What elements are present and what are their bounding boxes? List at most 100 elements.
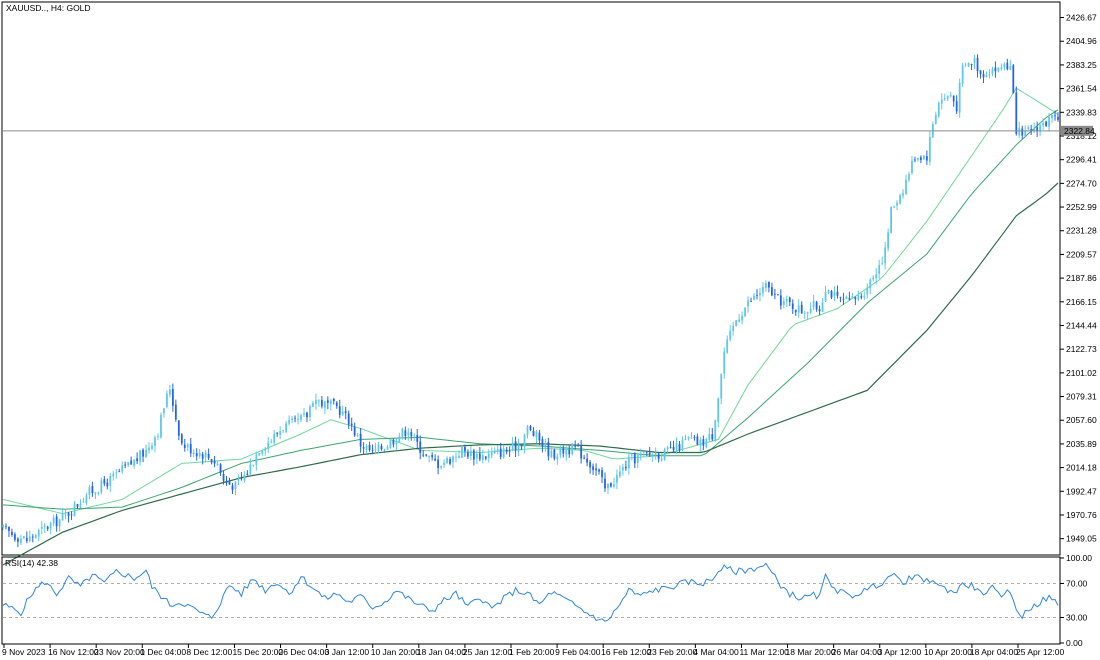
candle-body (55, 516, 58, 527)
price-tick-label: 2122.73 (1066, 344, 1097, 354)
candle-body (434, 458, 437, 461)
rsi-indicator-pane[interactable]: RSI(14) 42.38 100.00 70.00 30.00 0.00 (1, 553, 1092, 648)
candle-body (922, 155, 925, 160)
candle-body (127, 461, 130, 466)
candle-body (496, 449, 499, 452)
candle-body (559, 446, 562, 455)
candle-body (300, 415, 302, 420)
candle-body (28, 536, 31, 541)
candle-body (106, 482, 109, 487)
candle-body (410, 432, 413, 437)
candle-body (589, 461, 592, 468)
candle-body (633, 453, 636, 464)
candle-body (529, 426, 532, 430)
candle-body (866, 288, 869, 295)
candle-body (824, 292, 827, 302)
candle-body (40, 526, 43, 529)
candle-body (562, 448, 565, 454)
candle-body (532, 430, 535, 436)
candle-body (705, 439, 708, 448)
candle-body (490, 452, 493, 456)
candle-body (988, 74, 991, 76)
candle-body (416, 435, 419, 442)
candle-body (860, 296, 863, 298)
candle-body (669, 447, 672, 449)
candle-body (288, 419, 291, 424)
rsi-tick-label: 100.00 (1066, 553, 1092, 563)
candle-body (815, 302, 818, 310)
candle-body (1003, 64, 1006, 68)
price-tick-label: 2274.70 (1066, 178, 1097, 188)
candle-body (770, 287, 773, 296)
rsi-tick-label: 70.00 (1066, 579, 1088, 589)
candle-body (398, 436, 401, 443)
candle-body (666, 447, 669, 449)
candle-body (574, 444, 577, 447)
rsi-line (2, 562, 1059, 622)
candle-body (991, 69, 994, 74)
candle-body (130, 460, 133, 465)
candle-body (723, 351, 726, 374)
candle-body (577, 445, 580, 447)
candle-body (538, 432, 541, 441)
candle-body (249, 464, 252, 475)
candle-body (368, 445, 371, 451)
price-axis: 2426.67 2404.96 2383.25 2361.54 2339.83 2318.… (1060, 13, 1097, 544)
candle-body (1054, 115, 1056, 117)
symbol-title: XAUUSD.., H4: GOLD (6, 3, 91, 13)
candle-body (306, 412, 308, 418)
candle-body (428, 455, 431, 458)
candle-body (431, 454, 434, 458)
candle-body (848, 298, 851, 300)
candlestick-series (2, 54, 1059, 548)
candle-body (320, 399, 323, 407)
candle-body (231, 485, 234, 491)
candle-body (994, 67, 997, 72)
candle-body (52, 517, 55, 524)
candle-body (785, 298, 788, 302)
candle-body (845, 296, 848, 299)
candle-body (1018, 127, 1021, 136)
moving-average-line-3 (2, 182, 1059, 566)
candle-body (377, 444, 380, 451)
price-chart-pane[interactable]: XAUUSD.., H4: GOLD 2426.67 2404.96 2383.25… (1, 1, 1097, 566)
candle-body (195, 453, 198, 457)
candle-body (261, 450, 264, 454)
candle-body (851, 296, 854, 298)
price-tick-label: 1949.05 (1066, 534, 1097, 544)
candle-body (446, 457, 448, 464)
candle-body (67, 512, 70, 517)
candle-body (598, 469, 600, 472)
candle-body (854, 297, 857, 300)
candle-body (857, 295, 860, 300)
candle-body (64, 513, 67, 515)
candle-body (76, 504, 79, 507)
time-tick-label: 26 Dec 04:00 (279, 647, 330, 657)
candle-body (648, 452, 651, 455)
candle-body (237, 479, 240, 481)
time-tick-label: 8 Dec 12:00 (186, 647, 232, 657)
candle-body (934, 115, 937, 124)
price-tick-label: 2209.57 (1066, 249, 1097, 259)
candle-body (118, 471, 121, 473)
candle-body (31, 536, 34, 538)
candle-body (896, 202, 898, 206)
candle-body (109, 475, 112, 486)
time-tick-label: 10 Apr 20:00 (924, 647, 972, 657)
candle-body (335, 402, 338, 407)
candle-body (535, 431, 538, 438)
candle-body (481, 455, 484, 460)
time-tick-label: 25 Apr 12:00 (1016, 647, 1064, 657)
candle-body (979, 70, 982, 75)
candle-body (690, 437, 693, 439)
candle-body (422, 454, 425, 456)
candle-body (213, 460, 216, 464)
candle-body (49, 523, 52, 529)
candle-body (762, 286, 764, 294)
price-tick-label: 2404.96 (1066, 36, 1097, 46)
candle-body (887, 232, 890, 249)
candle-body (1021, 128, 1024, 136)
current-price-label: 2322.84 (1064, 126, 1095, 136)
